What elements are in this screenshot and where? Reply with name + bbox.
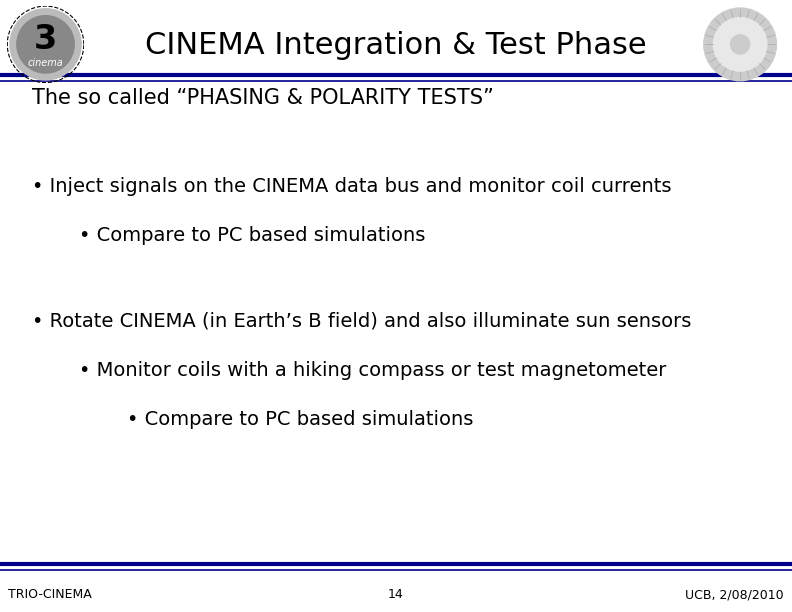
- Text: • Rotate CINEMA (in Earth’s B field) and also illuminate sun sensors: • Rotate CINEMA (in Earth’s B field) and…: [32, 312, 691, 331]
- Text: 3: 3: [34, 23, 57, 56]
- Text: The so called “PHASING & POLARITY TESTS”: The so called “PHASING & POLARITY TESTS”: [32, 88, 493, 108]
- Text: • Monitor coils with a hiking compass or test magnetometer: • Monitor coils with a hiking compass or…: [79, 360, 667, 380]
- Circle shape: [714, 18, 767, 71]
- Text: 14: 14: [388, 588, 404, 602]
- Text: CINEMA Integration & Test Phase: CINEMA Integration & Test Phase: [145, 31, 647, 61]
- Circle shape: [10, 9, 81, 80]
- Text: cinema: cinema: [28, 59, 63, 69]
- Circle shape: [704, 8, 776, 81]
- Circle shape: [17, 16, 74, 73]
- Circle shape: [730, 35, 750, 54]
- Text: UCB, 2/08/2010: UCB, 2/08/2010: [685, 588, 784, 602]
- Text: • Compare to PC based simulations: • Compare to PC based simulations: [79, 226, 425, 245]
- Text: TRIO-CINEMA: TRIO-CINEMA: [8, 588, 92, 602]
- Text: • Compare to PC based simulations: • Compare to PC based simulations: [127, 409, 473, 429]
- Text: • Inject signals on the CINEMA data bus and monitor coil currents: • Inject signals on the CINEMA data bus …: [32, 177, 671, 196]
